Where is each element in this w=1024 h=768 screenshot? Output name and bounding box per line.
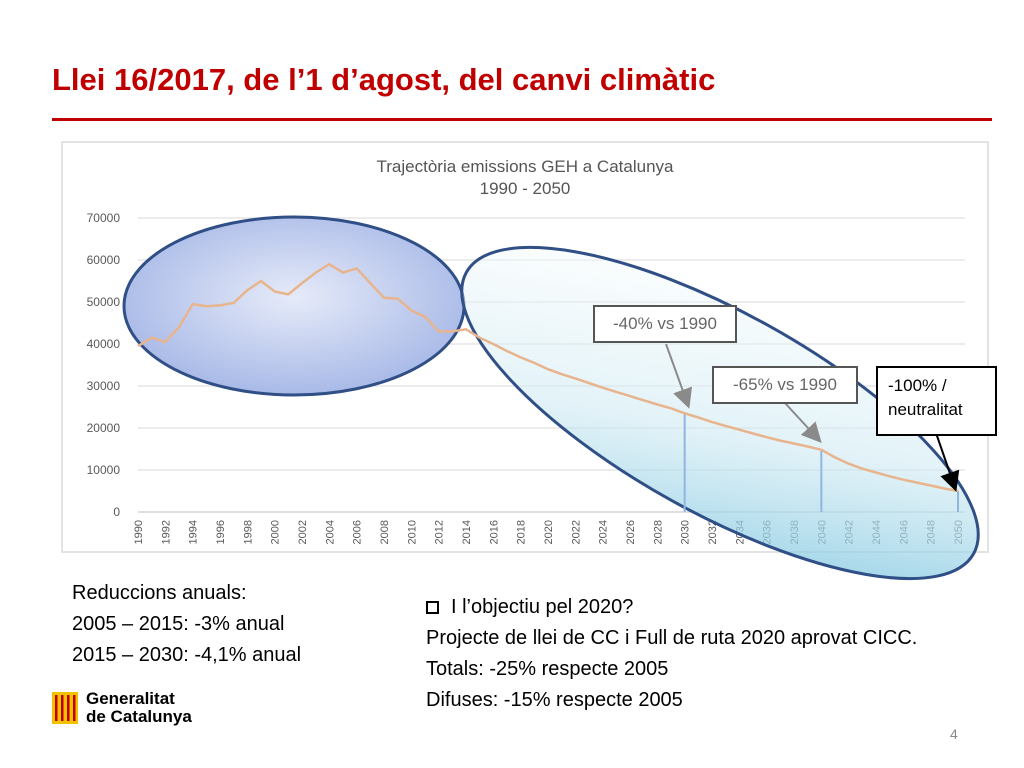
x-tick-label: 2004 bbox=[324, 520, 336, 544]
y-tick-label: 60000 bbox=[87, 253, 121, 267]
notes-heading: Reduccions anuals: bbox=[72, 582, 247, 604]
projection-emissions-ellipse bbox=[460, 245, 980, 581]
chart-subtitle: 1990 - 2050 bbox=[480, 179, 571, 198]
emissions-line bbox=[137, 262, 959, 493]
x-tick-label: 2028 bbox=[652, 520, 664, 544]
callout-minus40-label: -40% vs 1990 bbox=[613, 314, 717, 333]
generalitat-logo: Generalitat de Catalunya bbox=[52, 690, 192, 726]
x-tick-label: 2018 bbox=[516, 520, 528, 544]
x-tick-label: 1992 bbox=[160, 520, 172, 544]
y-tick-label: 50000 bbox=[87, 295, 121, 309]
callout-arrow-2030 bbox=[665, 343, 692, 409]
checkbox-bullet-icon bbox=[426, 601, 439, 614]
x-tick-label: 2020 bbox=[543, 520, 555, 544]
objective-line-1: Projecte de llei de CC i Full de ruta 20… bbox=[426, 627, 918, 649]
x-tick-label: 2016 bbox=[488, 520, 500, 544]
logo-line-1: Generalitat bbox=[86, 689, 175, 708]
x-tick-label: 2026 bbox=[625, 520, 637, 544]
chart-title: Trajectòria emissions GEH a Catalunya bbox=[377, 157, 675, 176]
x-tick-label: 2002 bbox=[297, 520, 309, 544]
x-tick-label: 1994 bbox=[188, 520, 200, 544]
slide-title: Llei 16/2017, de l’1 d’agost, del canvi … bbox=[52, 62, 716, 97]
notes-line-1: 2005 – 2015: -3% anual bbox=[72, 613, 285, 635]
callout-neutrality-line2: neutralitat bbox=[888, 400, 963, 419]
x-tick-label: 2008 bbox=[379, 520, 391, 544]
y-tick-label: 70000 bbox=[87, 211, 121, 225]
y-tick-label: 0 bbox=[113, 505, 120, 519]
callout-arrow-2040 bbox=[784, 402, 822, 443]
callout-neutrality-line1: -100% / bbox=[888, 376, 947, 395]
objective-line-2: Totals: -25% respecte 2005 bbox=[426, 658, 669, 680]
notes-line-2: 2015 – 2030: -4,1% anual bbox=[72, 644, 302, 666]
callout-minus40: -40% vs 1990 bbox=[593, 305, 737, 343]
logo-line-2: de Catalunya bbox=[86, 707, 192, 726]
objective-bullet-row: I l’objectiu pel 2020? bbox=[426, 592, 917, 623]
objective-2020-block: I l’objectiu pel 2020? Projecte de llei … bbox=[426, 592, 917, 716]
y-tick-label: 10000 bbox=[87, 463, 121, 477]
callout-minus65-label: -65% vs 1990 bbox=[733, 375, 837, 394]
x-tick-label: 1998 bbox=[242, 520, 254, 544]
callout-arrow-2050 bbox=[934, 429, 960, 492]
x-tick-label: 1990 bbox=[133, 520, 145, 544]
y-tick-label: 20000 bbox=[87, 421, 121, 435]
x-tick-label: 2024 bbox=[598, 520, 610, 544]
x-tick-label: 2010 bbox=[406, 520, 418, 544]
callout-neutrality: -100% / neutralitat bbox=[876, 366, 997, 436]
y-tick-label: 40000 bbox=[87, 337, 121, 351]
x-tick-label: 2006 bbox=[352, 520, 364, 544]
x-tick-label: 2000 bbox=[270, 520, 282, 544]
objective-line-3: Difuses: -15% respecte 2005 bbox=[426, 689, 683, 711]
title-underline bbox=[52, 118, 992, 121]
objective-question: I l’objectiu pel 2020? bbox=[451, 596, 634, 618]
catalan-flag-icon bbox=[52, 692, 78, 724]
x-tick-label: 2032 bbox=[707, 520, 719, 544]
x-tick-label: 2022 bbox=[570, 520, 582, 544]
historical-emissions-ellipse bbox=[122, 215, 466, 397]
callout-minus65: -65% vs 1990 bbox=[712, 366, 858, 404]
x-tick-label: 2014 bbox=[461, 520, 473, 544]
x-tick-label: 2030 bbox=[680, 520, 692, 544]
page-number: 4 bbox=[950, 726, 958, 742]
x-tick-label: 2012 bbox=[434, 520, 446, 544]
y-tick-label: 30000 bbox=[87, 379, 121, 393]
annual-reductions-notes: Reduccions anuals: 2005 – 2015: -3% anua… bbox=[72, 578, 301, 671]
x-tick-label: 1996 bbox=[215, 520, 227, 544]
